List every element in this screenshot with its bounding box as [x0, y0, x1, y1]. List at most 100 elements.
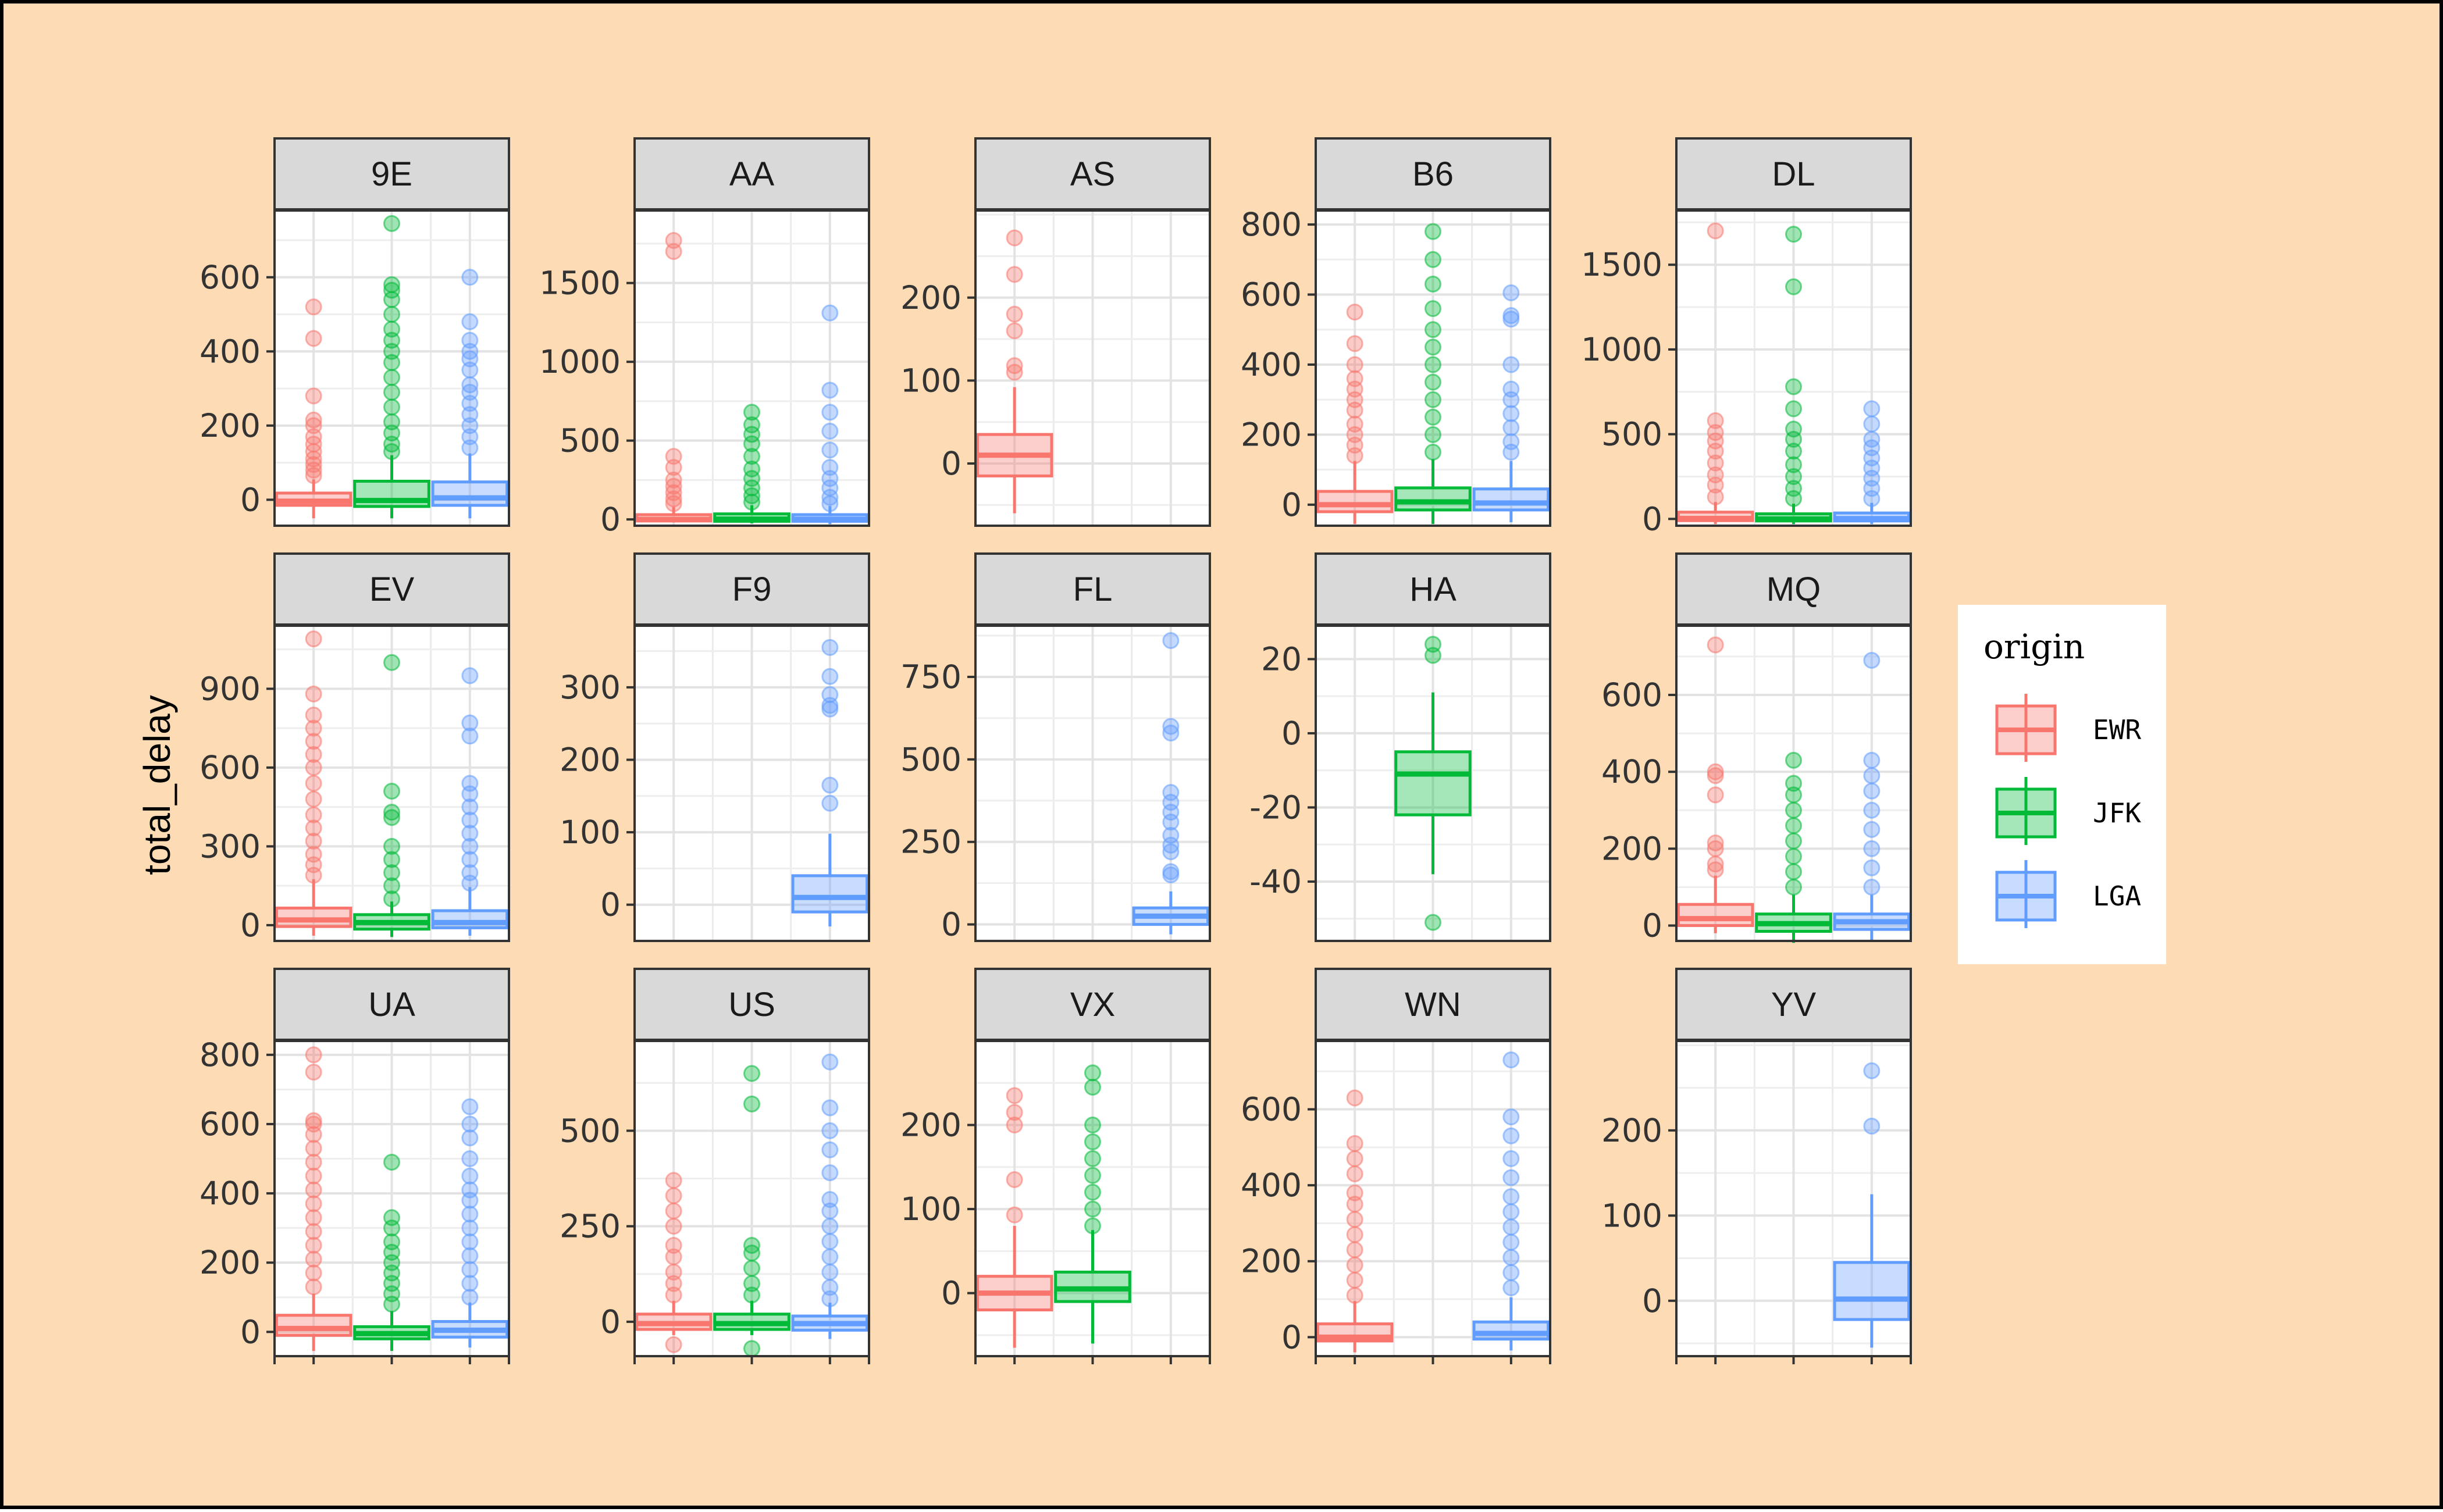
facet-strip: [1675, 552, 1912, 626]
outlier-point: [1084, 1133, 1101, 1150]
box-lga: [1833, 400, 1911, 525]
outlier-point: [383, 851, 400, 868]
outlier-point: [1425, 444, 1441, 461]
box-ewr: [275, 630, 352, 936]
facet-strip-label: F9: [732, 570, 772, 608]
box-ewr: [635, 1172, 713, 1353]
outlier-point: [1707, 786, 1724, 804]
y-tick-label: 0: [1281, 486, 1302, 523]
outlier-point: [305, 846, 322, 863]
outlier-point: [1707, 454, 1724, 472]
outlier-point: [1502, 1188, 1520, 1206]
panel-border: [1315, 209, 1551, 527]
facet-panel-wn: WN 0 200 400 600: [1241, 968, 1551, 1364]
outlier-point: [383, 281, 400, 299]
y-tick-label: 0: [240, 907, 261, 944]
outlier-point: [305, 1195, 322, 1213]
outlier-point: [305, 685, 322, 702]
outlier-point: [1502, 1233, 1520, 1251]
outlier-point: [1785, 775, 1802, 792]
y-tick-label: 900: [200, 670, 261, 707]
outlier-point: [1863, 415, 1881, 433]
outlier-point: [305, 832, 322, 850]
facet-strip: [1675, 137, 1912, 211]
outlier-point: [1346, 1287, 1363, 1304]
outlier-point: [1785, 400, 1802, 418]
legend-label: LGA: [2093, 880, 2141, 912]
outlier-point: [1162, 784, 1180, 801]
outlier-point: [743, 1095, 760, 1112]
outlier-point: [305, 330, 322, 347]
outlier-point: [305, 1153, 322, 1171]
facet-strip: [1675, 968, 1912, 1041]
outlier-point: [743, 1065, 760, 1082]
outlier-point: [1425, 275, 1441, 293]
outlier-point: [821, 668, 839, 685]
outlier-point: [1502, 307, 1520, 324]
panel-border: [633, 209, 870, 527]
outlier-point: [305, 630, 322, 648]
outlier-point: [305, 790, 322, 808]
facet-panel-aa: AA 0 500 1000 1500: [539, 137, 870, 538]
outlier-point: [461, 667, 479, 684]
box-iqr: [275, 1314, 352, 1337]
y-tick-label: 600: [200, 259, 261, 296]
outlier-point: [1425, 300, 1441, 318]
outlier-point: [383, 1233, 400, 1250]
outlier-point: [1863, 859, 1881, 876]
outlier-point: [305, 719, 322, 737]
facet-panel-yv: YV 0 100 200: [1601, 968, 1912, 1364]
box-iqr: [431, 909, 509, 929]
outlier-point: [461, 825, 479, 842]
box-iqr: [275, 907, 352, 928]
box-lga: [1833, 1062, 1911, 1348]
outlier-point: [461, 775, 479, 792]
y-tick-label: 750: [900, 658, 961, 696]
outlier-point: [821, 1053, 839, 1071]
outlier-point: [1346, 1150, 1363, 1167]
y-tick-label: 400: [200, 1175, 261, 1212]
outlier-point: [461, 1150, 479, 1168]
outlier-point: [1006, 266, 1023, 283]
y-tick-label: 800: [200, 1036, 261, 1074]
outlier-point: [383, 654, 400, 671]
outlier-point: [1502, 1279, 1520, 1296]
legend-background: [1958, 605, 2166, 964]
y-tick-label: 600: [200, 1106, 261, 1143]
outlier-point: [1707, 466, 1724, 484]
y-tick-label: 500: [560, 1112, 621, 1149]
y-tick-label: 0: [1281, 1318, 1302, 1356]
outlier-point: [743, 416, 760, 434]
legend-key-jfk: JFK: [1995, 777, 2141, 845]
box-jfk: [1394, 636, 1472, 931]
outlier-point: [743, 1236, 760, 1254]
y-tick-label: 100: [900, 362, 961, 399]
outlier-point: [1785, 226, 1802, 243]
y-tick-label: 800: [1241, 206, 1302, 243]
box-jfk: [1394, 223, 1472, 524]
outlier-point: [305, 1223, 322, 1240]
box-jfk: [713, 404, 790, 523]
box-ewr: [1316, 304, 1394, 524]
facet-strip-label: US: [728, 986, 775, 1024]
outlier-point: [1785, 878, 1802, 896]
outlier-point: [1707, 834, 1724, 851]
outlier-point: [1502, 1169, 1520, 1186]
outlier-point: [665, 471, 682, 488]
outlier-point: [305, 707, 322, 724]
outlier-point: [1084, 1167, 1101, 1184]
outlier-point: [383, 804, 400, 821]
facet-strip: [273, 968, 510, 1041]
outlier-point: [821, 459, 839, 476]
outlier-point: [1502, 1150, 1520, 1167]
outlier-point: [1346, 1196, 1363, 1213]
y-tick-label: 250: [560, 1208, 621, 1245]
outlier-point: [665, 1187, 682, 1204]
outlier-point: [1785, 278, 1802, 295]
outlier-point: [1162, 863, 1180, 880]
outlier-point: [665, 1202, 682, 1219]
facet-strip-label: B6: [1412, 155, 1454, 193]
y-tick-label: 600: [1241, 1091, 1302, 1128]
outlier-point: [1863, 767, 1881, 784]
